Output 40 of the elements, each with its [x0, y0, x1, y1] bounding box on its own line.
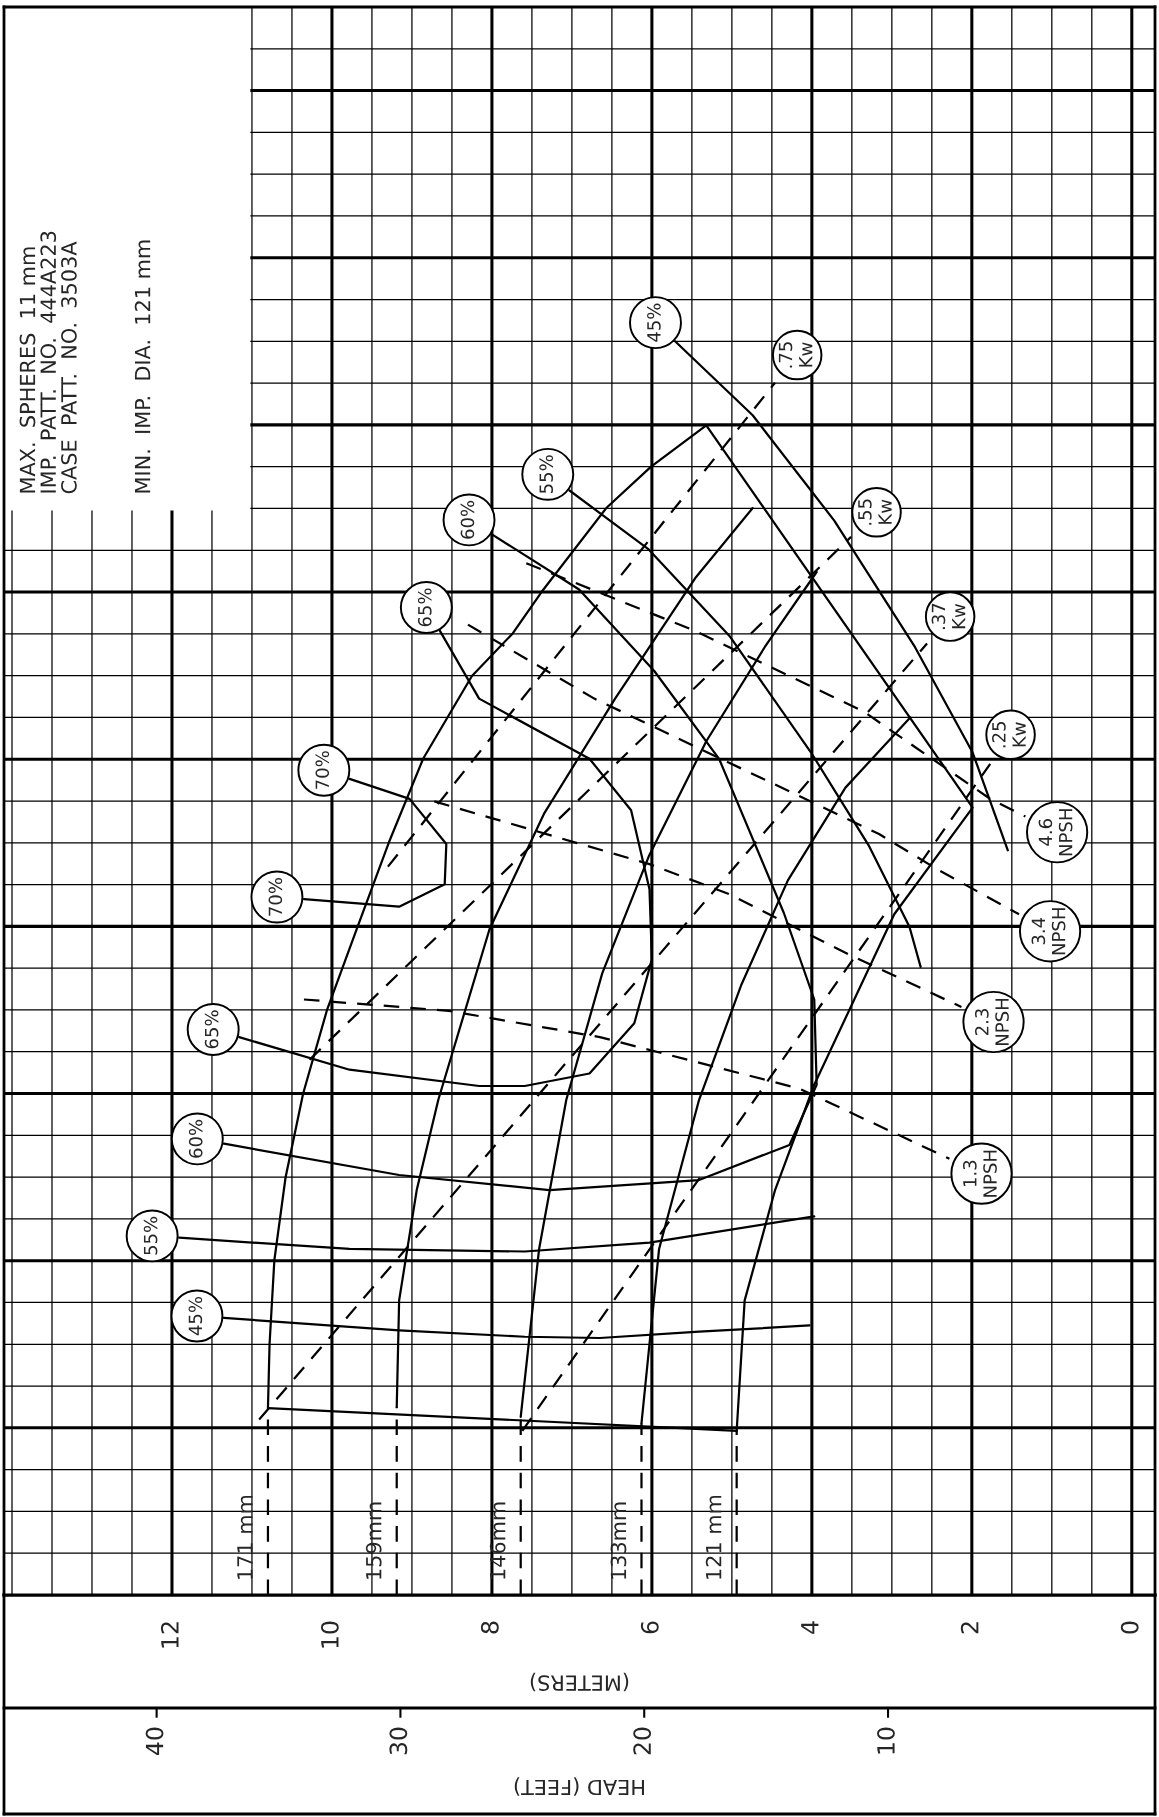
- annotation: .25 Kw: [992, 722, 1026, 748]
- x-tick-label: 8: [480, 1621, 499, 1634]
- annotation: 2.3 NPSH: [975, 999, 1009, 1045]
- annotation: 55%: [539, 455, 554, 494]
- annotation: 60%: [188, 1119, 203, 1158]
- annotation: .75 Kw: [778, 342, 813, 368]
- annotation: MIN. IMP. DIA. 121 mm: [134, 240, 151, 493]
- annotation: 4.6 NPSH: [1038, 809, 1073, 856]
- annotation: 1.3 NPSH: [963, 1150, 997, 1197]
- x-tick-label: 10: [320, 1621, 339, 1648]
- annotation: .55 Kw: [858, 499, 892, 525]
- annotation: MAX. SPHERES 11 mm: [19, 247, 36, 493]
- text: 171 mm: [237, 1495, 253, 1579]
- annotation: 65%: [204, 1010, 219, 1049]
- x-tick-label: 2: [960, 1622, 979, 1634]
- annotation: 3.4 NPSH: [1031, 908, 1066, 955]
- annotation: 45%: [647, 303, 661, 342]
- text: 159mm: [365, 1502, 382, 1579]
- text: 146mm: [489, 1502, 506, 1579]
- text: 133mm: [610, 1502, 627, 1579]
- annotation: CASE PATT. NO. 3503A: [61, 241, 77, 494]
- x2-tick-label: 10: [877, 1727, 895, 1754]
- annotation: 65%: [417, 588, 432, 627]
- annotation: 70%: [315, 751, 330, 789]
- x-tick-label: 0: [1120, 1621, 1139, 1634]
- x-tick-label: 12: [160, 1622, 179, 1648]
- x-axis-title: (METERS): [530, 1672, 629, 1692]
- x2-tick-label: 30: [389, 1727, 408, 1755]
- x2-axis-title: HEAD (FEET): [514, 1777, 644, 1796]
- annotation: .37 Kw: [931, 603, 966, 630]
- x-tick-label: 4: [801, 1621, 819, 1634]
- annotation: 70%: [268, 878, 283, 916]
- text: 121 mm: [705, 1495, 722, 1579]
- annotation: 55%: [143, 1216, 158, 1255]
- x2-tick-label: 20: [633, 1727, 652, 1755]
- x-tick-label: 6: [640, 1621, 659, 1634]
- x2-tick-label: 40: [145, 1727, 164, 1755]
- annotation: 45%: [188, 1296, 203, 1336]
- annotation: 60%: [460, 500, 475, 539]
- annotation: IMP. PATT. NO. 444A223: [40, 231, 57, 493]
